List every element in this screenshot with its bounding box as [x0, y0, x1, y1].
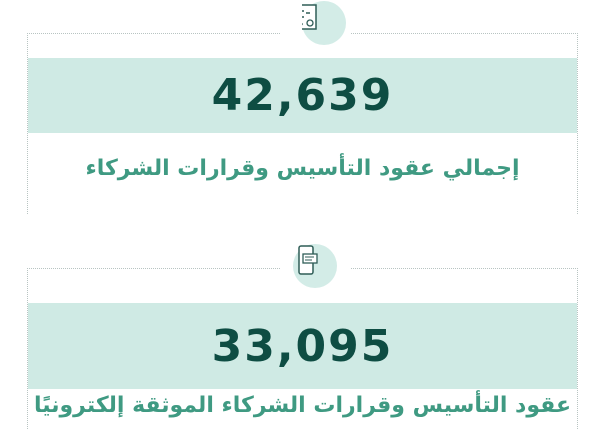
mobile-message-icon	[293, 244, 337, 288]
stat-card-electronic: 33,095 عقود التأسيس وقرارات الشركاء المو…	[27, 268, 578, 429]
stat-band: 42,639	[28, 58, 577, 133]
contract-signing-icon	[302, 1, 346, 45]
stat-card-total: 42,639 إجمالي عقود التأسيس وقرارات الشرك…	[27, 33, 578, 214]
stat-value: 42,639	[211, 70, 394, 121]
stat-label: إجمالي عقود التأسيس وقرارات الشركاء	[85, 156, 520, 181]
stat-label: عقود التأسيس وقرارات الشركاء الموثقة إلك…	[33, 393, 571, 418]
stat-band: 33,095	[28, 303, 577, 389]
stat-value: 33,095	[211, 320, 394, 372]
